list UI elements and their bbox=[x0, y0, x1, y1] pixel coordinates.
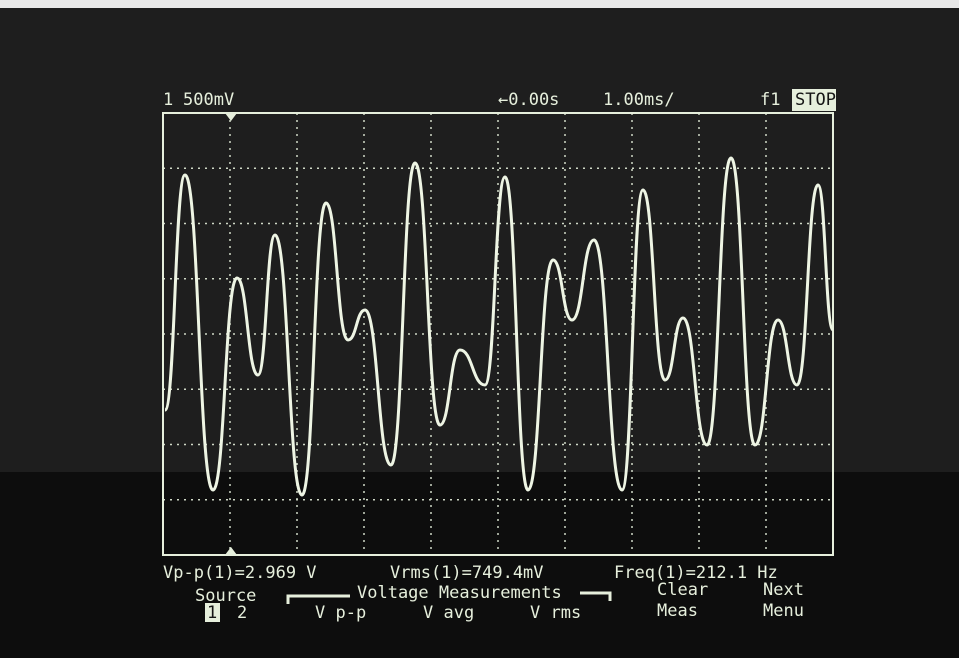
softkey[interactable]: Next bbox=[763, 580, 804, 600]
measurement: Vp-p(1)=2.969 V bbox=[163, 563, 317, 583]
channel-scale: 500mV bbox=[183, 90, 234, 110]
source-option[interactable]: 2 bbox=[237, 603, 247, 623]
softkey[interactable]: Clear bbox=[657, 580, 708, 600]
page: 1 500mV ←0.00s 1.00ms/ f1 STOP Vp-p(1)=2… bbox=[0, 0, 959, 658]
oscilloscope-screen: 1 500mV ←0.00s 1.00ms/ f1 STOP Vp-p(1)=2… bbox=[0, 0, 959, 658]
softkey-group: Voltage Measurements bbox=[357, 583, 562, 603]
softkey[interactable]: Meas bbox=[657, 601, 698, 621]
softkey[interactable]: V p-p bbox=[315, 603, 366, 623]
trigger-source: f1 bbox=[760, 90, 780, 110]
source-option[interactable]: 1 bbox=[207, 603, 217, 623]
top-edge bbox=[0, 0, 959, 8]
channel-label: 1 bbox=[163, 90, 173, 110]
measurement: Vrms(1)=749.4mV bbox=[390, 563, 544, 583]
run-status: STOP bbox=[795, 90, 836, 110]
delay: ←0.00s bbox=[498, 90, 559, 110]
softkey[interactable]: V rms bbox=[530, 603, 581, 623]
softkey[interactable]: V avg bbox=[423, 603, 474, 623]
softkey[interactable]: Menu bbox=[763, 601, 804, 621]
timebase: 1.00ms/ bbox=[603, 90, 675, 110]
